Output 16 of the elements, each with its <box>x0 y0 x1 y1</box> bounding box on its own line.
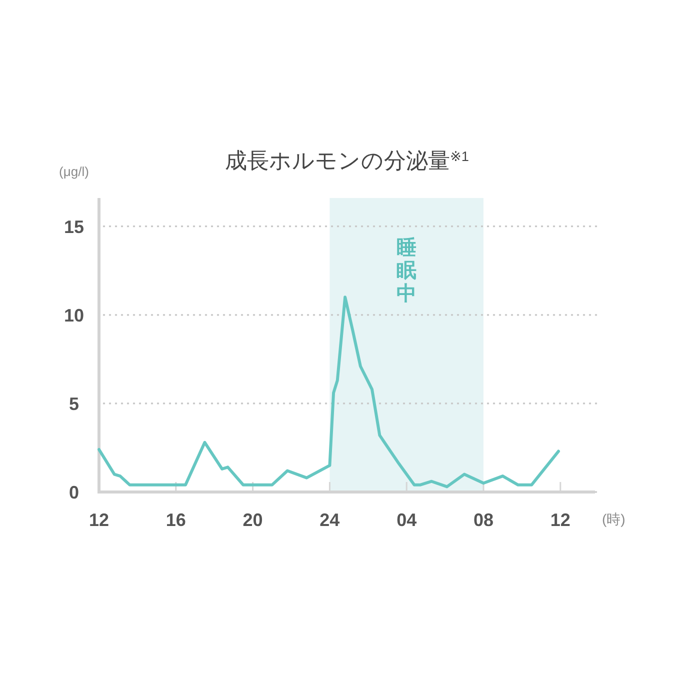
x-tick-label: 12 <box>550 510 570 530</box>
band: 睡眠中 <box>330 198 484 492</box>
y-tick-label: 5 <box>68 394 80 414</box>
y-tick-label: 0 <box>68 482 80 502</box>
band-label: 睡眠中 <box>396 236 417 305</box>
y-axis-title: (μg/l) <box>59 164 89 179</box>
y-tick-label: 15 <box>64 216 84 237</box>
x-tick-label: 08 <box>473 510 494 530</box>
x-tick-label: 20 <box>242 510 263 530</box>
x-axis-title: (時) <box>602 511 626 527</box>
x-tick-label: 04 <box>396 510 417 530</box>
chart-title: 成長ホルモンの分泌量$^{※1}$ <box>225 148 469 173</box>
y-tick-label: 10 <box>64 305 84 326</box>
x-tick-label: 24 <box>320 510 340 530</box>
x-tick-label: 12 <box>88 510 110 530</box>
x-tick-label: 16 <box>166 510 186 530</box>
